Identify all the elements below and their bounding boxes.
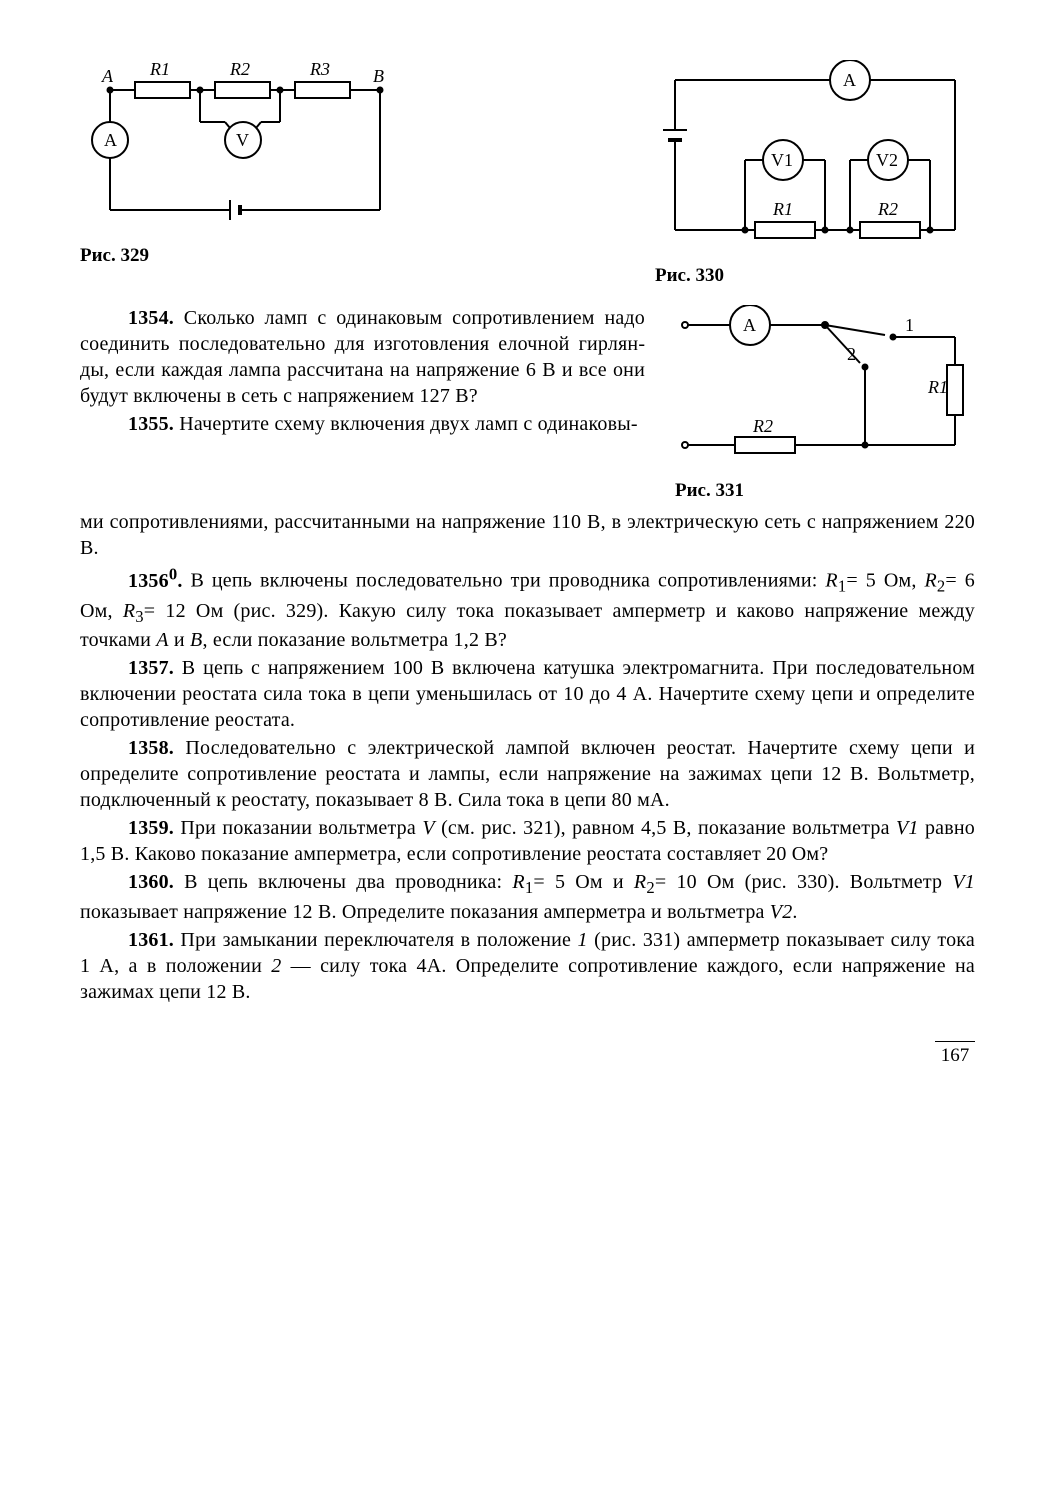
problem-text: ми сопротивлениями, рассчитанными на нап… (80, 511, 975, 559)
problem-1354: 1354. Сколько ламп с оди­наковым сопроти… (80, 305, 645, 409)
problem-1360: 1360. В цепь включены два проводника: R1… (80, 869, 975, 925)
label-B: B (373, 66, 384, 86)
problem-number: 1358. (128, 737, 174, 759)
problem-1361: 1361. При замыкании переключателя в поло… (80, 927, 975, 1005)
voltmeter-v1-icon: V1 (771, 150, 793, 170)
label-A: A (101, 66, 114, 86)
problem-1357: 1357. В цепь с напряжением 100 В включен… (80, 655, 975, 733)
figure-330: A V1 V2 R1 R2 Рис. 330 (655, 60, 975, 295)
problem-text: В цепь с напряжением 100 В включена кату… (80, 657, 975, 731)
problem-text: Начертите схему вклю­чения двух ламп с о… (179, 413, 638, 435)
circuit-fig331: A 1 2 R1 R2 (675, 305, 975, 465)
problem-1355-a: 1355. Начертите схему вклю­чения двух ла… (80, 411, 645, 437)
label-R1: R1 (772, 199, 793, 219)
problem-text-a: В цепь включены два проводника: (184, 871, 512, 893)
problem-text: Последовательно с электрической лампой в… (80, 737, 975, 811)
label-R2: R2 (877, 199, 898, 219)
figure-row-top: A B R1 R2 R3 A V Рис. 329 (80, 60, 975, 295)
label-R1: R1 (149, 60, 170, 79)
problem-text-c: . (792, 901, 797, 923)
problem-number: 1359. (128, 817, 174, 839)
caption-fig330: Рис. 330 (655, 264, 975, 289)
two-column-region: 1354. Сколько ламп с оди­наковым сопроти… (80, 305, 975, 510)
problem-number: 1360. (128, 871, 174, 893)
label-R2: R2 (752, 416, 773, 436)
problem-1356: 13560. В цепь включены последовательно т… (80, 563, 975, 653)
label-R1: R1 (927, 377, 948, 397)
ammeter-icon: A (843, 70, 856, 90)
ammeter-icon: A (743, 315, 756, 335)
problem-number: 1354. (128, 307, 174, 329)
circuit-fig329: A B R1 R2 R3 A V (80, 60, 400, 230)
caption-fig329: Рис. 329 (80, 244, 400, 269)
caption-fig331: Рис. 331 (675, 479, 975, 504)
problem-number: 1357. (128, 657, 174, 679)
problem-1359: 1359. При показании вольтметра V (см. ри… (80, 815, 975, 867)
voltmeter-v2-icon: V2 (876, 150, 898, 170)
ammeter-icon: A (104, 130, 117, 150)
page-number: 167 (935, 1041, 975, 1069)
figure-329: A B R1 R2 R3 A V Рис. 329 (80, 60, 400, 275)
page-footer: 167 (80, 1041, 975, 1069)
problem-1358: 1358. Последовательно с электрической ла… (80, 735, 975, 813)
problem-text-a: В цепь включены последовательно три пров… (190, 570, 825, 592)
left-column: 1354. Сколько ламп с оди­наковым сопроти… (80, 305, 645, 439)
problem-text-b: (см. рис. 321), равном 4,5 В, показание … (435, 817, 896, 839)
problem-text-b: показывает напряже­ние 12 В. Определите … (80, 901, 770, 923)
problem-number: 13560. (128, 570, 183, 592)
problem-number: 1355. (128, 413, 174, 435)
voltmeter-icon: V (236, 130, 249, 150)
problem-number: 1361. (128, 929, 174, 951)
problem-text-b: , если показание вольтметра 1,2 В? (202, 629, 507, 651)
circuit-fig330: A V1 V2 R1 R2 (655, 60, 975, 250)
right-column: A 1 2 R1 R2 Рис. 331 (675, 305, 975, 510)
problem-text-a: При замыкании переключателя в положение (180, 929, 577, 951)
problem-text-a: При показании вольтметра (180, 817, 422, 839)
label-R3: R3 (309, 60, 330, 79)
label-R2: R2 (229, 60, 250, 79)
switch-pos2: 2 (847, 344, 856, 364)
switch-pos1: 1 (905, 315, 914, 335)
problem-1355-b: ми сопротивлениями, рассчитанными на нап… (80, 509, 975, 561)
